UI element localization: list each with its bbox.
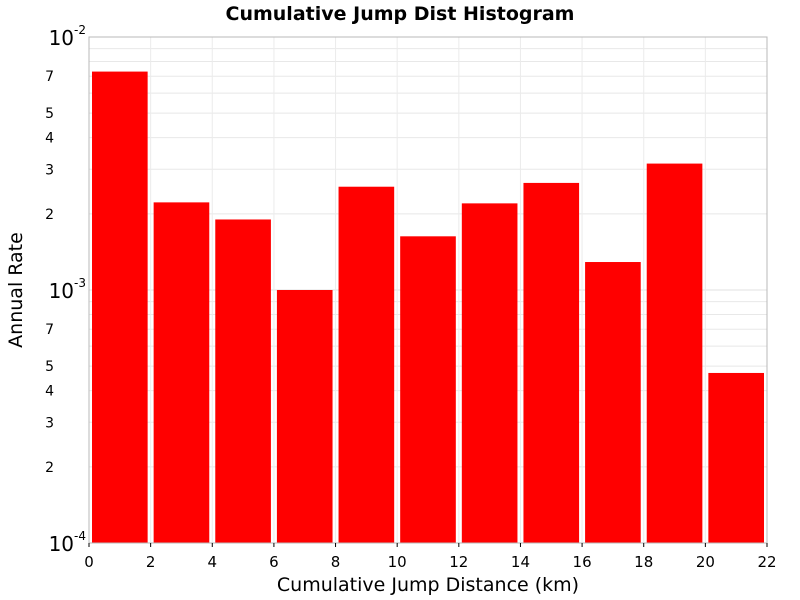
y-tick-label-minor: 3	[45, 415, 54, 431]
plot-frame	[88, 36, 768, 544]
histogram-bar	[585, 262, 641, 543]
y-tick-label-minor: 5	[45, 359, 54, 375]
y-ticks: 10-2 10-3 10-4 7 5 4 3 2 7 5 4 3 2	[45, 23, 86, 556]
y-tick-label-minor: 4	[45, 131, 54, 147]
x-ticks: 0 2 4 6 8 10 12 14 16 18 20 22	[84, 543, 777, 571]
x-tick-label: 4	[207, 553, 217, 571]
histogram-bar	[338, 186, 395, 544]
x-tick-label: 6	[269, 553, 279, 571]
histogram-bar	[646, 163, 703, 543]
y-tick-label-minor: 2	[45, 207, 54, 223]
histogram-bar	[708, 372, 764, 543]
x-tick-label: 22	[757, 553, 776, 571]
x-tick-label: 0	[84, 553, 94, 571]
histogram-bar	[92, 71, 148, 543]
x-axis-label: Cumulative Jump Distance (km)	[277, 574, 579, 596]
bars-group	[92, 71, 764, 544]
y-tick-label-minor: 4	[45, 384, 54, 400]
histogram-bar	[523, 182, 580, 543]
y-tick-label-minor: 7	[45, 322, 54, 338]
x-tick-label: 12	[449, 553, 468, 571]
y-tick-label-decade: 10-3	[49, 276, 86, 303]
x-tick-label: 10	[388, 553, 407, 571]
x-tick-label: 8	[331, 553, 341, 571]
y-tick-label-minor: 5	[45, 106, 54, 122]
x-tick-label: 14	[511, 553, 530, 571]
y-axis-label: Annual Rate	[5, 232, 27, 348]
x-tick-label: 2	[146, 553, 156, 571]
histogram-bar	[215, 219, 271, 543]
y-tick-label-decade: 10-2	[49, 23, 86, 50]
histogram-bar	[461, 203, 518, 543]
x-tick-label: 18	[634, 553, 653, 571]
y-tick-label-minor: 7	[45, 69, 54, 85]
histogram-bar	[153, 202, 210, 544]
histogram-bar	[400, 236, 456, 544]
y-tick-label-decade: 10-4	[49, 529, 86, 556]
x-tick-label: 20	[696, 553, 715, 571]
x-tick-label: 16	[573, 553, 592, 571]
histogram-bar	[276, 290, 333, 543]
y-tick-label-minor: 2	[45, 460, 54, 476]
y-tick-label-minor: 3	[45, 162, 54, 178]
chart-title: Cumulative Jump Dist Histogram	[226, 3, 575, 25]
